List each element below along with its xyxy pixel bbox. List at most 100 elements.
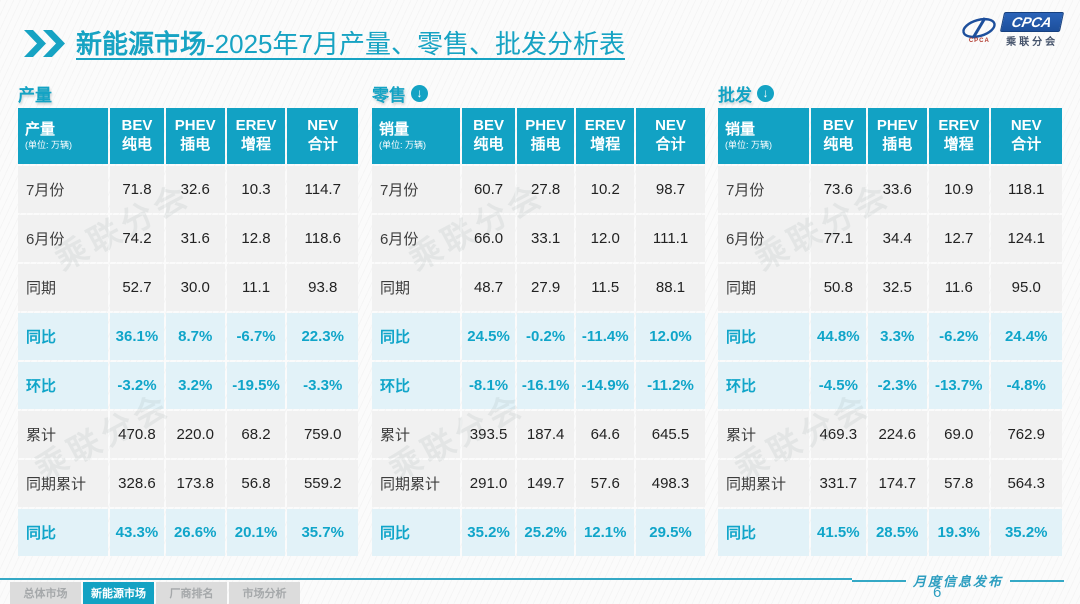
cell-value: 118.1	[990, 166, 1062, 213]
row-label: 同期累计	[18, 460, 109, 507]
column-header-bev: BEV 纯电	[811, 108, 866, 164]
wholesale-group-header: 批发 ↓	[718, 82, 1062, 105]
retail-table-group: 零售 ↓ 销量 (单位: 万辆) BEV 纯电 PHEV 插电 EREV 增程 NEV…	[372, 82, 705, 556]
cell-value: 174.7	[867, 460, 927, 507]
cell-value: 187.4	[516, 411, 575, 458]
cell-value: 291.0	[462, 460, 515, 507]
production-corner-header: 产量 (单位: 万辆)	[18, 108, 109, 164]
page-title-rest: -2025年7月产量、零售、批发分析表	[206, 29, 625, 59]
retail-corner-header: 销量 (单位: 万辆)	[372, 108, 461, 164]
column-header-erev: EREV 增程	[226, 108, 286, 164]
cell-value: 12.1%	[576, 509, 635, 556]
row-label: 同比	[372, 313, 461, 360]
row-label: 同比	[18, 313, 109, 360]
cell-value: -8.1%	[462, 362, 515, 409]
cell-value: 48.7	[462, 264, 515, 311]
cell-value: 41.5%	[811, 509, 866, 556]
cell-value: 52.7	[110, 264, 164, 311]
cell-value: 27.9	[516, 264, 575, 311]
down-arrow-icon: ↓	[757, 84, 774, 102]
cell-value: 32.5	[867, 264, 927, 311]
cell-value: -3.2%	[110, 362, 164, 409]
down-arrow-icon: ↓	[411, 84, 428, 102]
cell-value: 111.1	[636, 215, 705, 262]
cell-value: 33.6	[867, 166, 927, 213]
production-group-header: 产量	[18, 82, 358, 105]
cell-value: 36.1%	[110, 313, 164, 360]
column-header-nev: NEV 合计	[287, 108, 358, 164]
cell-value: 220.0	[165, 411, 225, 458]
production-label: 产量	[18, 85, 52, 105]
row-label: 累计	[18, 411, 109, 458]
cell-value: 50.8	[811, 264, 866, 311]
cell-value: 11.6	[929, 264, 989, 311]
cell-value: -4.8%	[990, 362, 1062, 409]
footer-tab-overall-market[interactable]: 总体市场	[10, 582, 81, 604]
cell-value: 759.0	[287, 411, 358, 458]
caption-dash-left	[852, 579, 906, 582]
column-header-bev: BEV 纯电	[110, 108, 164, 164]
cell-value: 44.8%	[811, 313, 866, 360]
cell-value: 25.2%	[516, 509, 575, 556]
cell-value: 35.2%	[990, 509, 1062, 556]
cell-value: 66.0	[462, 215, 515, 262]
cell-value: 498.3	[636, 460, 705, 507]
footer-tab-market-analysis[interactable]: 市场分析	[229, 582, 300, 604]
cell-value: 43.3%	[110, 509, 164, 556]
cell-value: 328.6	[110, 460, 164, 507]
cell-value: 64.6	[576, 411, 635, 458]
cell-value: 88.1	[636, 264, 705, 311]
cell-value: 564.3	[990, 460, 1062, 507]
wholesale-label: 批发	[718, 85, 752, 105]
production-table: 产量 (单位: 万辆) BEV 纯电 PHEV 插电 EREV 增程 NEV 合计 7月…	[18, 108, 358, 556]
cell-value: -19.5%	[226, 362, 286, 409]
cell-value: 28.5%	[867, 509, 927, 556]
cell-value: -11.2%	[636, 362, 705, 409]
row-label: 环比	[18, 362, 109, 409]
wholesale-table: 销量 (单位: 万辆) BEV 纯电 PHEV 插电 EREV 增程 NEV 合计 7月…	[718, 108, 1062, 556]
footer-caption-text: 月度信息发布	[913, 574, 1004, 589]
cell-value: 30.0	[165, 264, 225, 311]
footer-tab-manufacturer-ranking[interactable]: 厂商排名	[156, 582, 227, 604]
row-label: 同比	[18, 509, 109, 556]
retail-table: 销量 (单位: 万辆) BEV 纯电 PHEV 插电 EREV 增程 NEV 合计 7月…	[372, 108, 705, 556]
cell-value: 10.2	[576, 166, 635, 213]
cell-value: 173.8	[165, 460, 225, 507]
wholesale-corner-header: 销量 (单位: 万辆)	[718, 108, 810, 164]
cell-value: 31.6	[165, 215, 225, 262]
column-header-bev: BEV 纯电	[462, 108, 515, 164]
cell-value: 393.5	[462, 411, 515, 458]
cell-value: 24.5%	[462, 313, 515, 360]
cell-value: 26.6%	[165, 509, 225, 556]
column-header-phev: PHEV 插电	[165, 108, 225, 164]
cell-value: 20.1%	[226, 509, 286, 556]
row-label: 累计	[718, 411, 810, 458]
row-label: 6月份	[718, 215, 810, 262]
row-label: 同比	[718, 509, 810, 556]
cpca-mini-label: CPCA	[968, 38, 990, 44]
cell-value: 57.8	[929, 460, 989, 507]
row-label: 环比	[372, 362, 461, 409]
footer-tab-nev-market[interactable]: 新能源市场	[83, 582, 154, 604]
cell-value: 12.7	[929, 215, 989, 262]
cell-value: 559.2	[287, 460, 358, 507]
page-title-bold: 新能源市场	[76, 29, 207, 59]
row-label: 同比	[372, 509, 461, 556]
cell-value: 762.9	[990, 411, 1062, 458]
cell-value: -2.3%	[867, 362, 927, 409]
row-label: 6月份	[372, 215, 461, 262]
cell-value: 469.3	[811, 411, 866, 458]
cell-value: 10.3	[226, 166, 286, 213]
wholesale-unit-note: (单位: 万辆)	[725, 139, 772, 150]
cpca-org-name: 乘联分会	[1006, 37, 1059, 48]
footer-caption: 月度信息发布	[852, 571, 1065, 590]
cell-value: -6.7%	[226, 313, 286, 360]
cell-value: 32.6	[165, 166, 225, 213]
production-table-group: 产量 产量 (单位: 万辆) BEV 纯电 PHEV 插电 EREV 增程 NEV 合计…	[18, 82, 358, 556]
cell-value: 8.7%	[165, 313, 225, 360]
row-label: 同期	[718, 264, 810, 311]
cell-value: 33.1	[516, 215, 575, 262]
cell-value: 74.2	[110, 215, 164, 262]
cell-value: 12.8	[226, 215, 286, 262]
